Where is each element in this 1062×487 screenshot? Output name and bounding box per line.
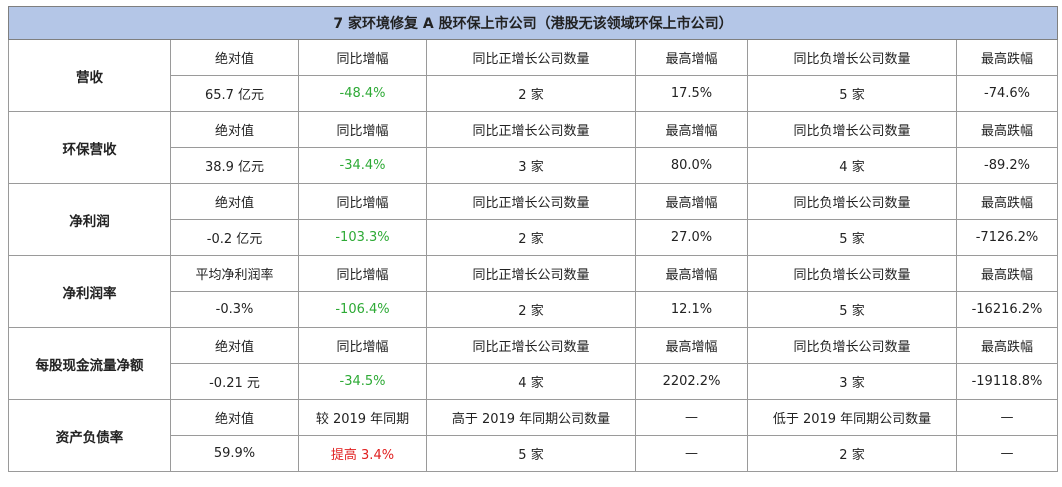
value-cell: 38.9 亿元: [170, 147, 299, 184]
title-row: 7 家环境修复 A 股环保上市公司（港股无该领域环保上市公司）: [8, 6, 1058, 40]
column-header: 同比负增长公司数量: [747, 327, 957, 364]
value-cell: 5 家: [747, 219, 957, 256]
metric-4-value-row: -0.3% -106.4% 2 家 12.1% 5 家 -16216.2%: [9, 291, 1058, 328]
value-cell: 59.9%: [170, 435, 299, 472]
metric-3-header-row: 净利润 绝对值 同比增幅 同比正增长公司数量 最高增幅 同比负增长公司数量 最高跌幅: [8, 183, 1058, 256]
column-header: 同比正增长公司数量: [426, 183, 636, 220]
table-title: 7 家环境修复 A 股环保上市公司（港股无该领域环保上市公司）: [8, 6, 1058, 40]
column-header: 同比负增长公司数量: [747, 39, 957, 76]
metric-6-header-row: 资产负债率 绝对值较 2019 年同期 高于 2019 年同期公司数量 — 低于 201…: [8, 399, 1058, 472]
column-header: 较 2019 年同期: [298, 399, 427, 436]
value-cell: 5 家: [747, 75, 957, 112]
value-cell: -0.21 元: [170, 363, 299, 400]
column-header: 绝对值: [170, 327, 299, 364]
table-wrapper: 7 家环境修复 A 股环保上市公司（港股无该领域环保上市公司） 营收 绝对值 同比增…: [8, 6, 1058, 472]
value-cell: -19118.8%: [956, 363, 1058, 400]
environmental-remediation-stats-table: 7 家环境修复 A 股环保上市公司（港股无该领域环保上市公司） 营收 绝对值 同比增…: [8, 6, 1058, 472]
column-header: 低于 2019 年同期公司数量: [747, 399, 957, 436]
metric-5-value-row: -0.21 元 -34.5% 4 家 2202.2% 3 家 -19118.8%: [9, 363, 1058, 400]
value-cell: —: [956, 435, 1058, 472]
metric-6-value-row: 59.9% 提高 3.4% 5 家 —2 家 —: [9, 435, 1058, 472]
value-cell: 27.0%: [635, 219, 748, 256]
metric-5-header-row: 每股现金流量净额 绝对值 同比增幅 同比正增长公司数量 最高增幅 同比负增长公司数量 最高跌…: [8, 327, 1058, 400]
column-header: 最高增幅: [635, 111, 748, 148]
value-cell: 2 家: [426, 219, 636, 256]
value-cell: —: [635, 435, 748, 472]
column-header: 同比增幅: [298, 111, 427, 148]
metric-3-value-row: -0.2 亿元 -103.3% 2 家 27.0% 5 家 -7126.2%: [9, 219, 1058, 256]
value-cell: -0.2 亿元: [170, 219, 299, 256]
value-cell: 2 家: [426, 291, 636, 328]
metric-label: 净利润率: [8, 255, 171, 328]
value-cell: 3 家: [426, 147, 636, 184]
column-header: —: [956, 399, 1058, 436]
column-header: 最高跌幅: [956, 183, 1058, 220]
column-header: 绝对值: [170, 183, 299, 220]
value-cell: 4 家: [747, 147, 957, 184]
value-cell: 2202.2%: [635, 363, 748, 400]
value-cell: 2 家: [426, 75, 636, 112]
value-cell: -34.4%: [298, 147, 427, 184]
column-header: 绝对值: [170, 399, 299, 436]
column-header: 同比负增长公司数量: [747, 255, 957, 292]
value-cell: -74.6%: [956, 75, 1058, 112]
column-header: 同比正增长公司数量: [426, 111, 636, 148]
column-header: 绝对值: [170, 111, 299, 148]
metric-2-value-row: 38.9 亿元 -34.4% 3 家 80.0% 4 家 -89.2%: [9, 147, 1058, 184]
column-header: 最高增幅: [635, 327, 748, 364]
value-cell: 5 家: [426, 435, 636, 472]
value-cell: -34.5%: [298, 363, 427, 400]
metric-2-header-row: 环保营收 绝对值 同比增幅 同比正增长公司数量 最高增幅 同比负增长公司数量 最高跌幅: [8, 111, 1058, 184]
column-header: 同比正增长公司数量: [426, 255, 636, 292]
column-header: 最高增幅: [635, 39, 748, 76]
value-cell: 4 家: [426, 363, 636, 400]
column-header: 同比增幅: [298, 255, 427, 292]
column-header: 最高增幅: [635, 255, 748, 292]
metric-1-header-row: 营收 绝对值 同比增幅 同比正增长公司数量 最高增幅 同比负增长公司数量 最高跌幅: [8, 39, 1058, 112]
column-header: 最高增幅: [635, 183, 748, 220]
value-cell: 65.7 亿元: [170, 75, 299, 112]
value-cell: -16216.2%: [956, 291, 1058, 328]
column-header: 同比正增长公司数量: [426, 327, 636, 364]
metric-label: 环保营收: [8, 111, 171, 184]
column-header: 同比负增长公司数量: [747, 183, 957, 220]
metric-label: 营收: [8, 39, 171, 112]
column-header: 绝对值: [170, 39, 299, 76]
column-header: 最高跌幅: [956, 39, 1058, 76]
column-header: 同比增幅: [298, 327, 427, 364]
value-cell: 80.0%: [635, 147, 748, 184]
value-cell: 5 家: [747, 291, 957, 328]
value-cell: -0.3%: [170, 291, 299, 328]
column-header: 同比正增长公司数量: [426, 39, 636, 76]
column-header: 最高跌幅: [956, 327, 1058, 364]
value-cell: 2 家: [747, 435, 957, 472]
value-cell: -89.2%: [956, 147, 1058, 184]
column-header: 平均净利润率: [170, 255, 299, 292]
value-cell: 17.5%: [635, 75, 748, 112]
metric-label: 资产负债率: [8, 399, 171, 472]
metric-label: 净利润: [8, 183, 171, 256]
value-cell: -103.3%: [298, 219, 427, 256]
column-header: 同比增幅: [298, 39, 427, 76]
column-header: 最高跌幅: [956, 111, 1058, 148]
column-header: 同比增幅: [298, 183, 427, 220]
column-header: 最高跌幅: [956, 255, 1058, 292]
value-cell: -7126.2%: [956, 219, 1058, 256]
value-cell: 3 家: [747, 363, 957, 400]
column-header: 高于 2019 年同期公司数量: [426, 399, 636, 436]
value-cell: 提高 3.4%: [298, 435, 427, 472]
column-header: 同比负增长公司数量: [747, 111, 957, 148]
column-header: —: [635, 399, 748, 436]
metric-label: 每股现金流量净额: [8, 327, 171, 400]
metric-1-value-row: 65.7 亿元 -48.4% 2 家 17.5% 5 家 -74.6%: [9, 75, 1058, 112]
value-cell: -106.4%: [298, 291, 427, 328]
metric-4-header-row: 净利润率 平均净利润率 同比增幅 同比正增长公司数量 最高增幅 同比负增长公司数量 最高跌幅: [8, 255, 1058, 328]
value-cell: -48.4%: [298, 75, 427, 112]
value-cell: 12.1%: [635, 291, 748, 328]
